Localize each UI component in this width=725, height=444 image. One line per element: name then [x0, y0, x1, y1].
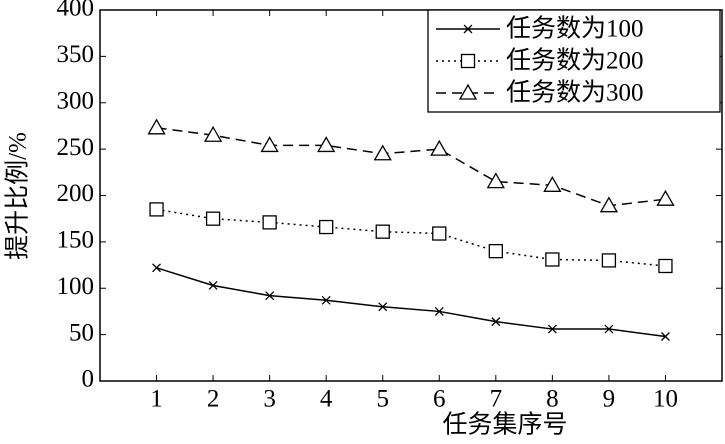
y-tick-label: 400	[57, 0, 95, 22]
x-tick-label: 6	[433, 386, 446, 413]
marker	[488, 243, 503, 259]
marker	[543, 175, 562, 192]
marker	[660, 332, 670, 341]
y-tick-label: 50	[69, 319, 94, 346]
marker	[317, 136, 336, 153]
marker	[321, 295, 331, 305]
legend-label: 任务数为100	[506, 15, 644, 43]
marker	[547, 324, 557, 334]
marker	[375, 224, 390, 239]
marker	[378, 302, 388, 312]
series-line	[156, 127, 666, 207]
x-tick-label: 9	[603, 386, 616, 413]
x-tick-label: 1	[150, 386, 163, 413]
x-tick-label: 8	[546, 386, 559, 413]
y-tick-label: 100	[57, 273, 95, 300]
marker	[486, 172, 505, 189]
x-tick-label: 10	[653, 386, 678, 413]
x-tick-label: 2	[207, 386, 220, 413]
marker	[656, 189, 675, 206]
legend-marker	[463, 24, 473, 34]
y-tick-label: 350	[57, 41, 95, 68]
legend-frame	[427, 9, 721, 113]
marker	[319, 219, 334, 235]
marker	[260, 136, 279, 153]
series-line	[156, 208, 666, 267]
legend-marker	[458, 83, 478, 100]
marker	[430, 139, 449, 156]
y-tick-label: 300	[57, 87, 95, 114]
x-axis-label: 任务集序号	[442, 411, 567, 439]
marker	[601, 253, 617, 268]
y-tick-label: 0	[82, 366, 95, 393]
series-line	[156, 267, 666, 338]
marker	[265, 291, 275, 301]
marker	[491, 317, 501, 327]
marker	[208, 281, 218, 290]
legend-label: 任务数为200	[506, 47, 644, 75]
marker	[262, 215, 277, 230]
legend-marker	[460, 53, 476, 69]
marker	[434, 306, 444, 316]
marker	[545, 252, 560, 267]
marker	[149, 202, 164, 217]
marker	[432, 226, 447, 241]
marker	[147, 118, 166, 135]
x-tick-label: 7	[490, 386, 503, 413]
y-tick-label: 150	[57, 227, 95, 254]
y-axis-label: 提升比例/%	[4, 132, 32, 260]
marker	[599, 196, 619, 213]
marker	[152, 263, 162, 273]
y-tick-label: 200	[57, 180, 95, 207]
marker	[658, 258, 673, 274]
legend-label: 任务数为300	[506, 79, 644, 107]
marker	[604, 324, 614, 334]
legend: 任务数为100 任务数为200 任务数为300	[427, 9, 721, 113]
x-tick-label: 3	[263, 386, 276, 413]
marker	[373, 144, 392, 161]
x-tick-label: 4	[320, 386, 333, 413]
marker	[205, 211, 221, 226]
marker	[203, 125, 223, 142]
x-tick-label: 5	[376, 386, 389, 413]
y-tick-label: 250	[57, 134, 95, 161]
